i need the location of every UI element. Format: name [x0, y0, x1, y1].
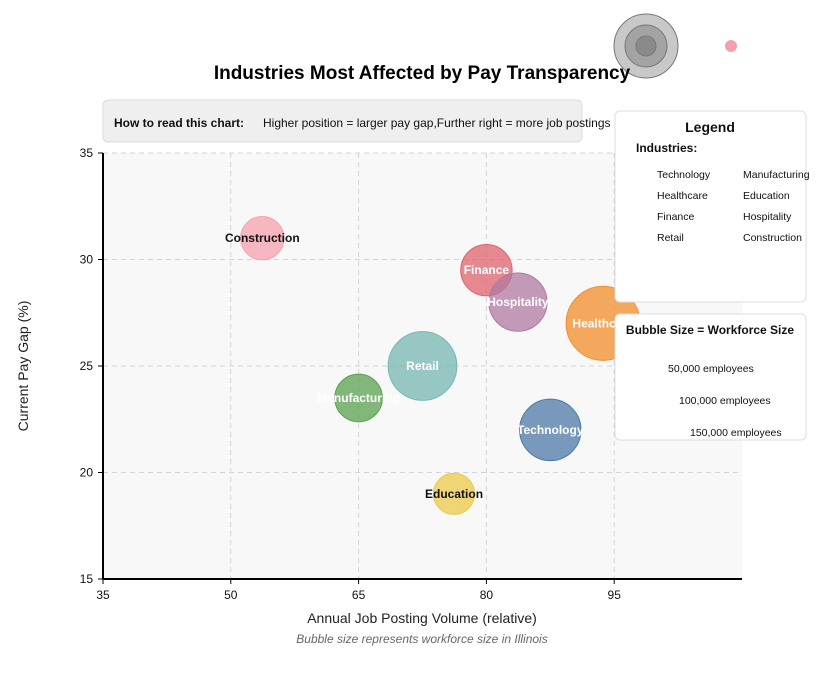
x-tick-label: 65 — [352, 588, 366, 602]
x-tick-label: 50 — [224, 588, 238, 602]
y-tick-label: 35 — [80, 146, 94, 160]
bubble-manufacturing[interactable] — [334, 373, 383, 423]
legend-background — [614, 110, 807, 303]
howto-heading: How to read this chart: — [114, 116, 244, 130]
bubble-retail[interactable] — [387, 331, 458, 401]
size-legend-background — [614, 313, 807, 441]
legend-item: Manufacturing — [743, 169, 810, 181]
x-tick-label: 80 — [480, 588, 494, 602]
y-tick-label: 20 — [80, 466, 94, 480]
size-legend-item: 50,000 employees — [668, 363, 754, 375]
legend-item: Retail — [657, 232, 684, 244]
bubble-label-construction: Construction — [225, 231, 300, 245]
y-tick-label: 25 — [80, 359, 94, 373]
x-tick-label: 35 — [96, 588, 110, 602]
decorative-circles — [613, 13, 737, 79]
y-ticks: 15 20 25 30 35 — [80, 146, 103, 586]
bubble-label-education: Education — [425, 487, 483, 501]
legend-title: Legend — [685, 119, 735, 135]
size-legend: Bubble Size = Workforce Size 50,000 empl… — [614, 313, 807, 441]
decorative-target-core — [635, 35, 657, 57]
legend-item: Construction — [743, 232, 802, 244]
bubble-label-finance: Finance — [464, 263, 510, 277]
legend-subtitle: Industries: — [636, 141, 697, 155]
legend-item: Education — [743, 190, 790, 202]
bubble-education[interactable] — [432, 472, 476, 515]
size-legend-item: 100,000 employees — [679, 395, 771, 407]
y-axis-label: Current Pay Gap (%) — [15, 301, 31, 432]
chart-caption: Bubble size represents workforce size in… — [296, 632, 547, 646]
y-tick-label: 30 — [80, 253, 94, 267]
chart-title: Industries Most Affected by Pay Transpar… — [214, 63, 631, 84]
size-legend-item: 150,000 employees — [690, 427, 782, 439]
legend-item: Healthcare — [657, 190, 708, 202]
legend-item: Finance — [657, 211, 695, 223]
bubble-hospitality[interactable] — [488, 272, 548, 332]
bubble-label-hospitality: Hospitality — [487, 295, 549, 309]
x-ticks: 35 50 65 80 95 — [96, 579, 621, 602]
bubble-technology[interactable] — [519, 398, 582, 462]
howto-box: How to read this chart: Higher position … — [102, 99, 611, 143]
x-axis-label: Annual Job Posting Volume (relative) — [307, 610, 537, 626]
legend-item: Technology — [657, 169, 711, 181]
bubble-label-technology: Technology — [517, 423, 584, 437]
howto-text: Higher position = larger pay gap,Further… — [263, 116, 611, 130]
legend: Legend Industries: Technology Manufactur… — [614, 110, 810, 303]
bubble-label-retail: Retail — [406, 359, 439, 373]
x-tick-label: 95 — [608, 588, 622, 602]
howto-background — [102, 99, 583, 143]
bubble-construction[interactable] — [240, 215, 285, 261]
size-legend-title: Bubble Size = Workforce Size — [626, 323, 794, 337]
legend-item: Hospitality — [743, 211, 792, 223]
decorative-dot — [725, 40, 737, 52]
bubble-label-manufacturing: Manufacturing — [317, 391, 400, 405]
y-tick-label: 15 — [80, 572, 94, 586]
